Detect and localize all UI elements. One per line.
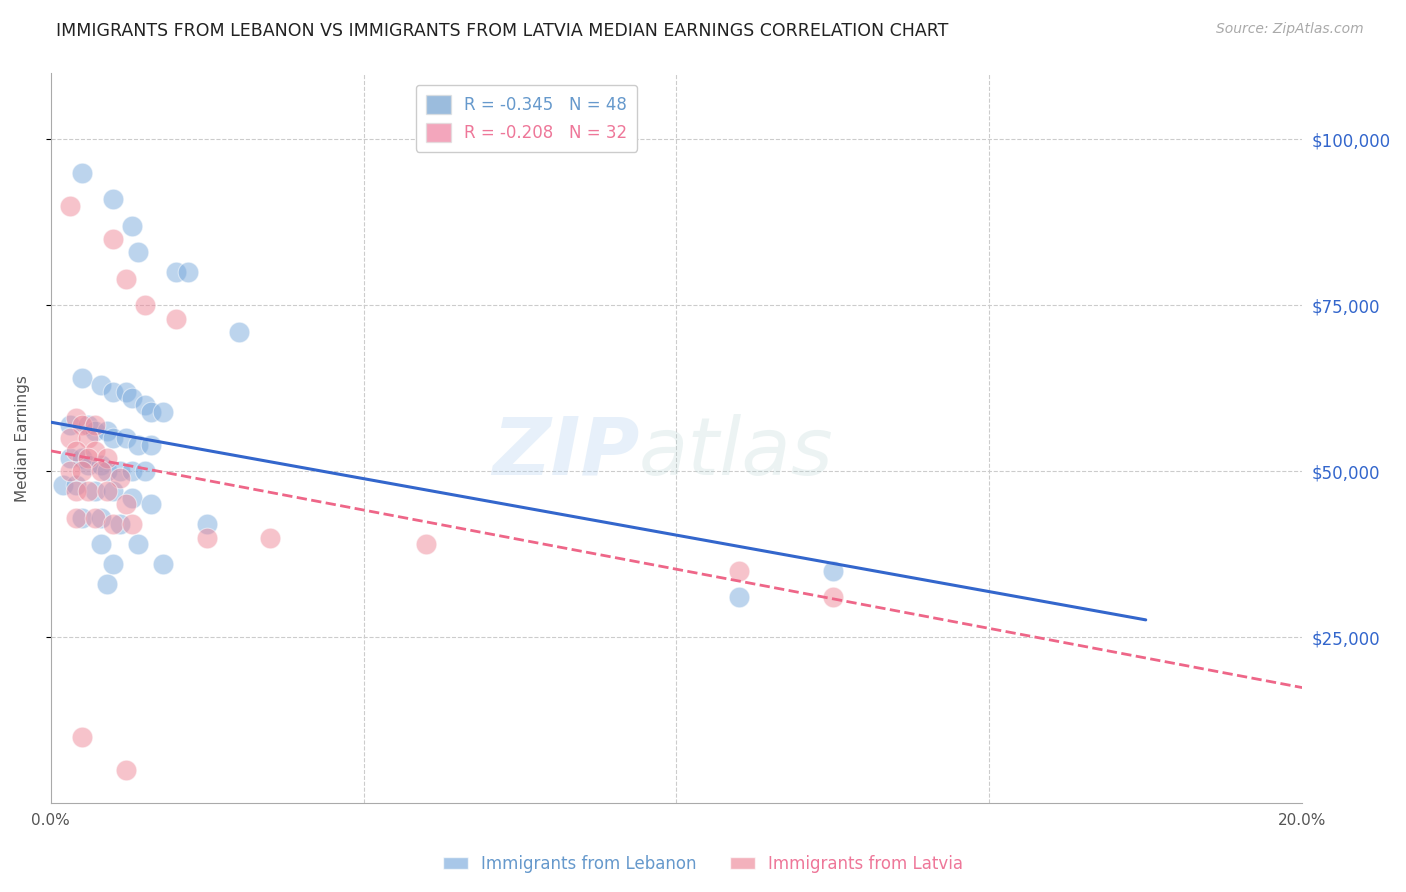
Point: [83, 510, 105, 524]
Point: [121, 219, 143, 233]
Legend: R = -0.345   N = 48, R = -0.208   N = 32: R = -0.345 N = 48, R = -0.208 N = 32: [416, 85, 637, 152]
Point: [90, 510, 112, 524]
Point: [77, 484, 100, 499]
Text: atlas: atlas: [638, 414, 834, 491]
Point: [127, 438, 149, 452]
Point: [65, 477, 87, 491]
Point: [90, 537, 112, 551]
Point: [821, 564, 844, 578]
Point: [65, 444, 87, 458]
Point: [103, 192, 125, 206]
Point: [115, 272, 138, 286]
Point: [70, 450, 93, 465]
Point: [139, 438, 162, 452]
Point: [96, 450, 118, 465]
Point: [65, 510, 87, 524]
Point: [103, 558, 125, 572]
Point: [70, 510, 93, 524]
Point: [103, 431, 125, 445]
Point: [115, 498, 138, 512]
Point: [134, 298, 156, 312]
Point: [152, 404, 174, 418]
Text: ZIP: ZIP: [492, 414, 638, 491]
Point: [77, 450, 100, 465]
Point: [121, 464, 143, 478]
Point: [96, 577, 118, 591]
Point: [821, 591, 844, 605]
Point: [728, 591, 751, 605]
Point: [52, 477, 75, 491]
Point: [90, 378, 112, 392]
Point: [103, 484, 125, 499]
Point: [108, 471, 131, 485]
Point: [121, 517, 143, 532]
Point: [195, 517, 218, 532]
Point: [165, 265, 187, 279]
Point: [228, 325, 250, 339]
Point: [127, 245, 149, 260]
Point: [96, 484, 118, 499]
Point: [90, 464, 112, 478]
Point: [59, 199, 82, 213]
Point: [139, 498, 162, 512]
Point: [65, 484, 87, 499]
Point: [115, 431, 138, 445]
Point: [59, 464, 82, 478]
Legend: Immigrants from Lebanon, Immigrants from Latvia: Immigrants from Lebanon, Immigrants from…: [436, 848, 970, 880]
Point: [139, 404, 162, 418]
Point: [96, 464, 118, 478]
Point: [108, 464, 131, 478]
Point: [152, 558, 174, 572]
Point: [70, 417, 93, 432]
Point: [59, 417, 82, 432]
Text: IMMIGRANTS FROM LEBANON VS IMMIGRANTS FROM LATVIA MEDIAN EARNINGS CORRELATION CH: IMMIGRANTS FROM LEBANON VS IMMIGRANTS FR…: [56, 22, 949, 40]
Point: [103, 384, 125, 399]
Point: [127, 537, 149, 551]
Point: [59, 431, 82, 445]
Point: [195, 531, 218, 545]
Point: [83, 444, 105, 458]
Point: [70, 165, 93, 179]
Point: [115, 763, 138, 777]
Point: [121, 491, 143, 505]
Point: [115, 384, 138, 399]
Point: [77, 417, 100, 432]
Point: [134, 398, 156, 412]
Point: [77, 458, 100, 472]
Point: [83, 425, 105, 439]
Point: [65, 411, 87, 425]
Point: [134, 464, 156, 478]
Point: [59, 450, 82, 465]
Point: [121, 391, 143, 405]
Point: [96, 425, 118, 439]
Text: Source: ZipAtlas.com: Source: ZipAtlas.com: [1216, 22, 1364, 37]
Point: [70, 730, 93, 744]
Point: [165, 311, 187, 326]
Point: [70, 371, 93, 385]
Point: [259, 531, 281, 545]
Point: [83, 484, 105, 499]
Point: [83, 417, 105, 432]
Y-axis label: Median Earnings: Median Earnings: [15, 375, 30, 501]
Point: [728, 564, 751, 578]
Point: [415, 537, 437, 551]
Point: [177, 265, 200, 279]
Point: [103, 517, 125, 532]
Point: [103, 232, 125, 246]
Point: [90, 458, 112, 472]
Point: [70, 464, 93, 478]
Point: [108, 517, 131, 532]
Point: [77, 431, 100, 445]
